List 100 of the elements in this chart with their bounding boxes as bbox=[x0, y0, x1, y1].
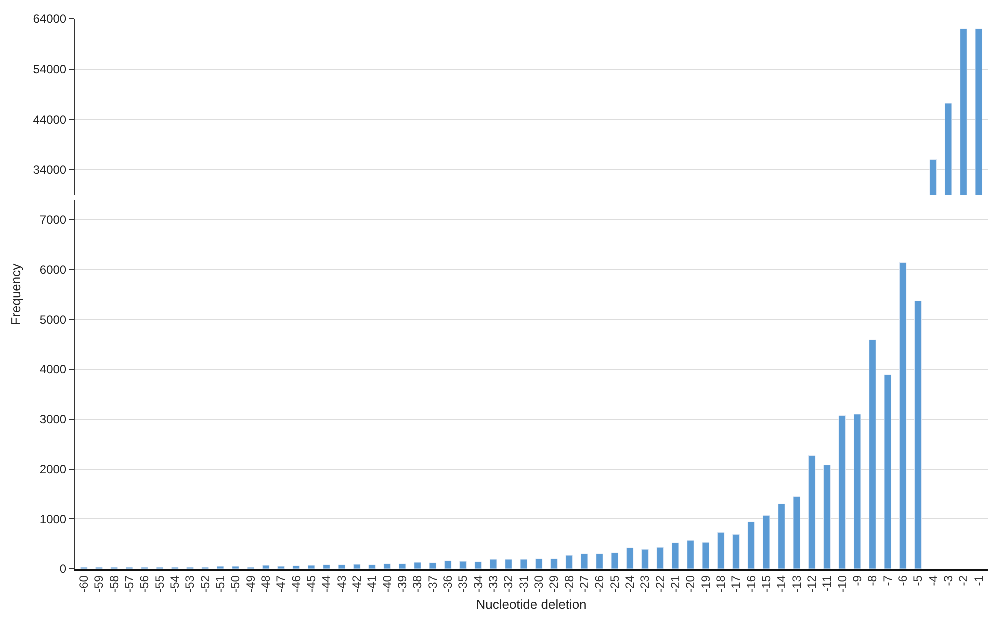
bar bbox=[702, 542, 710, 569]
x-tick-label: -19 bbox=[698, 575, 713, 593]
bar bbox=[793, 496, 801, 569]
y-tick-label: 2000 bbox=[40, 462, 67, 476]
x-tick-label: -4 bbox=[926, 575, 940, 586]
x-tick-label: -53 bbox=[183, 575, 198, 593]
bar bbox=[292, 566, 300, 569]
y-axis-title: Frequency bbox=[8, 263, 24, 326]
x-tick-label: -45 bbox=[304, 575, 318, 593]
bar bbox=[808, 456, 816, 569]
x-tick-label: -8 bbox=[866, 575, 880, 586]
x-tick-label: -51 bbox=[213, 575, 228, 593]
x-axis-title: Nucleotide deletion bbox=[476, 596, 587, 612]
bar bbox=[353, 564, 361, 569]
x-tick-label: -14 bbox=[774, 575, 789, 593]
x-tick-label: -38 bbox=[410, 575, 425, 593]
y-tick-label: 44000 bbox=[33, 112, 67, 127]
x-tick-label: -56 bbox=[138, 575, 152, 593]
y-tick-label: 5000 bbox=[40, 312, 67, 327]
x-tick-label: -18 bbox=[714, 575, 728, 593]
x-tick-label: -11 bbox=[820, 575, 834, 592]
bar bbox=[717, 532, 725, 569]
x-tick-label: -28 bbox=[562, 575, 576, 593]
x-tick-label: -16 bbox=[744, 575, 758, 593]
y-tick-label: 54000 bbox=[33, 62, 67, 76]
x-tick-label: -29 bbox=[547, 575, 562, 593]
x-tick-label: -54 bbox=[168, 575, 182, 593]
bar bbox=[838, 416, 846, 569]
bar bbox=[460, 561, 467, 569]
bar bbox=[778, 504, 786, 569]
x-tick-label: -55 bbox=[152, 575, 167, 593]
x-tick-label: -39 bbox=[395, 575, 410, 593]
x-tick-label: -6 bbox=[896, 575, 910, 586]
x-tick-label: -27 bbox=[577, 575, 592, 593]
bar bbox=[611, 552, 619, 569]
bar bbox=[535, 558, 543, 569]
bar bbox=[308, 565, 316, 569]
x-tick-label: -9 bbox=[850, 575, 864, 586]
y-tick-label: 6000 bbox=[40, 262, 67, 277]
bar bbox=[278, 566, 285, 569]
x-tick-label: -31 bbox=[516, 575, 531, 593]
bar bbox=[899, 262, 907, 569]
x-tick-label: -2 bbox=[956, 575, 971, 586]
y-tick-label: 3000 bbox=[40, 412, 67, 427]
x-tick-label: -48 bbox=[258, 575, 273, 593]
bar bbox=[732, 534, 740, 569]
x-tick-label: -34 bbox=[471, 575, 486, 593]
bar bbox=[232, 566, 240, 569]
x-tick-label: -49 bbox=[244, 575, 258, 593]
x-tick-label: -33 bbox=[486, 575, 500, 593]
bar bbox=[216, 566, 224, 569]
x-tick-label: -30 bbox=[532, 575, 546, 593]
x-tick-label: -37 bbox=[426, 575, 440, 593]
x-tick-label: -47 bbox=[274, 575, 288, 593]
bar bbox=[580, 554, 588, 569]
x-tick-label: -42 bbox=[350, 575, 364, 593]
x-tick-label: -59 bbox=[92, 575, 106, 593]
x-tick-label: -21 bbox=[668, 575, 682, 593]
bar bbox=[914, 300, 922, 569]
y-tick-label: 4000 bbox=[40, 362, 67, 377]
bar bbox=[398, 564, 406, 569]
bar bbox=[656, 547, 664, 569]
bar bbox=[687, 540, 694, 569]
x-tick-label: -57 bbox=[122, 575, 136, 593]
x-tick-label: -10 bbox=[835, 575, 850, 593]
bar bbox=[854, 414, 862, 569]
bar bbox=[626, 548, 634, 569]
x-tick-label: -15 bbox=[759, 575, 774, 593]
bar bbox=[824, 465, 831, 569]
bar bbox=[323, 564, 330, 569]
x-tick-label: -40 bbox=[380, 575, 394, 593]
x-tick-label: -32 bbox=[502, 575, 516, 593]
x-tick-label: -25 bbox=[608, 575, 622, 593]
bar bbox=[490, 559, 498, 569]
bar bbox=[338, 564, 346, 569]
x-tick-label: -22 bbox=[653, 575, 668, 593]
x-tick-label: -24 bbox=[622, 575, 637, 593]
y-tick-label: 64000 bbox=[33, 12, 67, 26]
x-tick-label: -50 bbox=[228, 575, 243, 593]
bar bbox=[505, 559, 512, 569]
bar bbox=[520, 559, 528, 569]
bar bbox=[368, 564, 376, 569]
bar bbox=[414, 562, 422, 569]
x-tick-label: -23 bbox=[638, 575, 652, 593]
x-tick-label: -60 bbox=[77, 575, 91, 593]
bar bbox=[884, 374, 892, 569]
bar bbox=[672, 542, 680, 569]
x-tick-label: -3 bbox=[941, 575, 956, 586]
x-tick-label: -7 bbox=[880, 575, 895, 586]
y-tick-label: 1000 bbox=[40, 512, 67, 526]
bar bbox=[566, 555, 574, 569]
x-tick-label: -43 bbox=[334, 575, 349, 593]
y-tick-label: 34000 bbox=[33, 163, 67, 178]
x-tick-label: -52 bbox=[198, 575, 212, 593]
bar bbox=[762, 515, 770, 569]
x-tick-label: -35 bbox=[456, 575, 470, 593]
bar bbox=[262, 565, 270, 569]
bar bbox=[550, 558, 558, 569]
x-tick-label: -36 bbox=[440, 575, 455, 593]
bar bbox=[748, 522, 756, 569]
